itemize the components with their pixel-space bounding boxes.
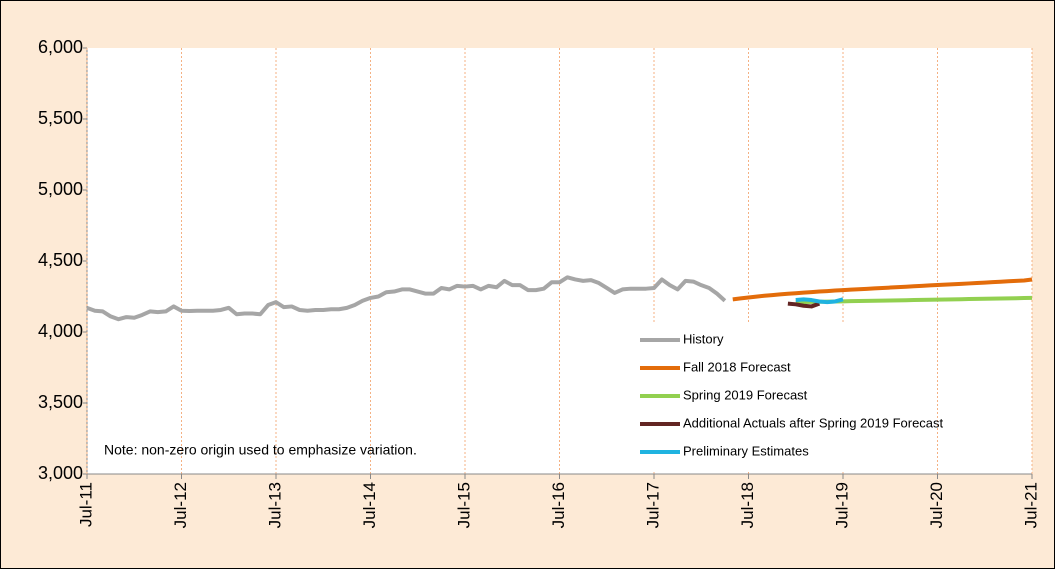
lines <box>86 275 1033 322</box>
series-line <box>86 275 727 322</box>
x-tick-label: Jul-12 <box>171 482 190 528</box>
y-tick-label: 4,000 <box>38 321 83 341</box>
x-tick-label: Jul-14 <box>360 482 379 528</box>
x-tick-label: Jul-13 <box>265 482 284 528</box>
x-tick-label: Jul-11 <box>76 482 95 527</box>
grid <box>83 47 1033 479</box>
legend-label: Additional Actuals after Spring 2019 For… <box>683 415 944 430</box>
x-tick-label: Jul-19 <box>832 482 851 528</box>
x-tick-label: Jul-21 <box>1021 482 1040 528</box>
series-line <box>795 297 844 305</box>
y-tick-label: 3,000 <box>38 463 83 483</box>
legend-label: Preliminary Estimates <box>683 443 809 458</box>
x-tick-label: Jul-15 <box>454 482 473 528</box>
series-line <box>787 301 821 309</box>
y-tick-label: 6,000 <box>38 37 83 57</box>
y-tick-label: 4,500 <box>38 250 83 270</box>
legend-label: History <box>683 331 724 346</box>
x-tick-label: Jul-20 <box>927 482 946 528</box>
legend: History Fall 2018 Forecast Spring 2019 For… <box>640 331 944 458</box>
x-tick-label: Jul-18 <box>738 482 757 528</box>
legend-box <box>583 324 845 470</box>
x-tick-label: Jul-17 <box>643 482 662 528</box>
series-line <box>732 277 1033 302</box>
annotation: Note: non-zero origin used to emphasize … <box>104 442 417 458</box>
legend-label: Fall 2018 Forecast <box>683 359 791 374</box>
y-tick-label: 5,000 <box>38 179 83 199</box>
legend-label: Spring 2019 Forecast <box>683 387 808 402</box>
y-tick-label: 5,500 <box>38 108 83 128</box>
y-tick-label: 3,500 <box>38 392 83 412</box>
x-tick-label: Jul-16 <box>549 482 568 528</box>
